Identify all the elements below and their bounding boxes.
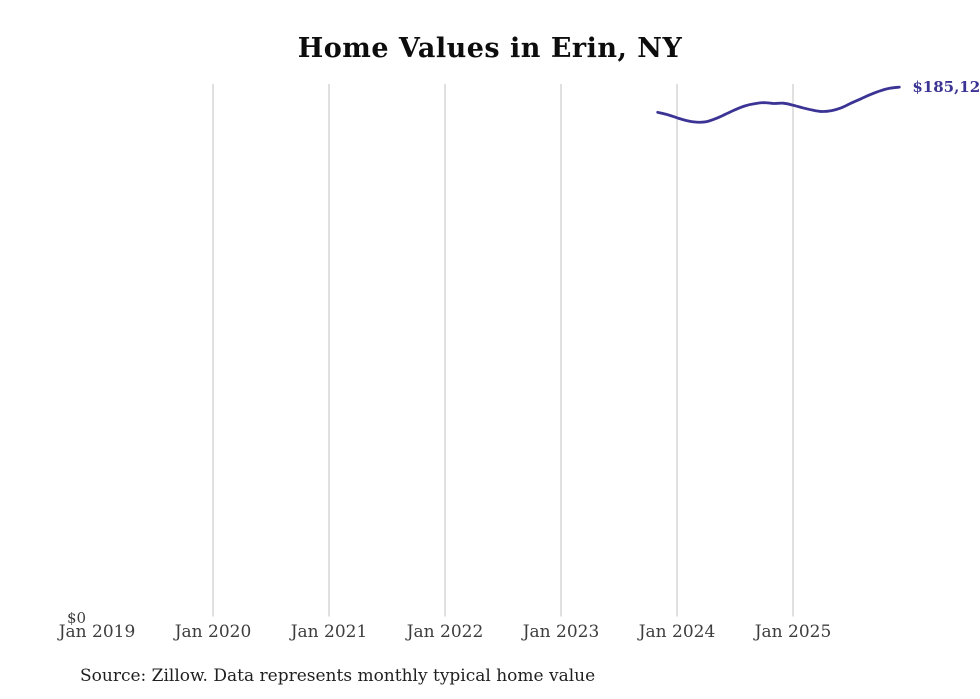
x-tick-label: Jan 2024	[638, 622, 716, 642]
chart-title: Home Values in Erin, NY	[297, 33, 683, 64]
x-tick-label: Jan 2019	[58, 622, 136, 642]
x-tick-label: Jan 2023	[522, 622, 600, 642]
x-tick-label: Jan 2025	[754, 622, 832, 642]
source-attribution: Source: Zillow. Data represents monthly …	[80, 666, 596, 686]
home-value-series-line	[656, 85, 901, 124]
series-end-value-label: $185,122	[912, 78, 980, 97]
x-tick-label: Jan 2022	[406, 622, 484, 642]
x-tick-label: Jan 2021	[290, 622, 368, 642]
x-tick-label: Jan 2020	[174, 622, 252, 642]
y-axis-zero-label: $0	[67, 609, 87, 627]
